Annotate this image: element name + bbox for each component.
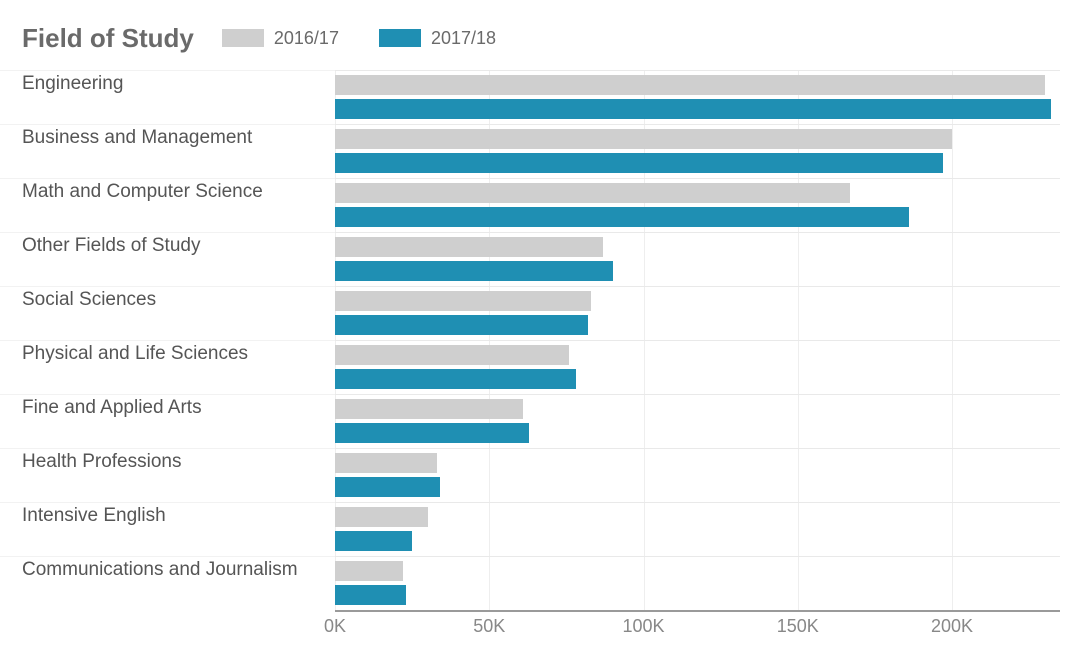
legend-label-2016-17: 2016/17 xyxy=(274,28,339,49)
bars-cell xyxy=(335,232,1060,286)
bar-y2017_18 xyxy=(335,531,412,551)
chart-header: Field of Study 2016/17 2017/18 xyxy=(0,18,1080,58)
x-tick-label: 0K xyxy=(324,616,346,637)
table-row: Math and Computer Science xyxy=(0,178,1060,232)
table-row: Business and Management xyxy=(0,124,1060,178)
table-row: Physical and Life Sciences xyxy=(0,340,1060,394)
bar-y2016_17 xyxy=(335,75,1045,95)
category-label: Fine and Applied Arts xyxy=(0,394,335,448)
legend-item-2017-18: 2017/18 xyxy=(379,28,496,49)
x-axis-tick-labels: 0K50K100K150K200K xyxy=(335,612,1060,636)
bars-cell xyxy=(335,286,1060,340)
bar-y2017_18 xyxy=(335,207,909,227)
category-label: Physical and Life Sciences xyxy=(0,340,335,394)
table-row: Social Sciences xyxy=(0,286,1060,340)
x-tick-label: 50K xyxy=(473,616,505,637)
x-tick-label: 100K xyxy=(622,616,664,637)
bars-cell xyxy=(335,178,1060,232)
chart-legend: 2016/17 2017/18 xyxy=(222,28,496,49)
x-tick-label: 150K xyxy=(777,616,819,637)
category-label: Other Fields of Study xyxy=(0,232,335,286)
bar-y2017_18 xyxy=(335,261,613,281)
bar-y2016_17 xyxy=(335,345,569,365)
legend-swatch-2017-18 xyxy=(379,29,421,47)
bar-y2016_17 xyxy=(335,237,603,257)
field-of-study-chart: Field of Study 2016/17 2017/18 Engineeri… xyxy=(0,0,1080,659)
legend-item-2016-17: 2016/17 xyxy=(222,28,339,49)
bar-y2016_17 xyxy=(335,453,437,473)
bar-y2017_18 xyxy=(335,477,440,497)
category-label: Engineering xyxy=(0,70,335,124)
bar-y2017_18 xyxy=(335,423,529,443)
category-label: Social Sciences xyxy=(0,286,335,340)
chart-title: Field of Study xyxy=(22,23,194,54)
category-label: Math and Computer Science xyxy=(0,178,335,232)
category-label: Intensive English xyxy=(0,502,335,556)
bar-y2016_17 xyxy=(335,561,403,581)
bars-cell xyxy=(335,502,1060,556)
table-row: Intensive English xyxy=(0,502,1060,556)
bar-y2017_18 xyxy=(335,99,1051,119)
bar-y2016_17 xyxy=(335,183,850,203)
bar-y2017_18 xyxy=(335,369,576,389)
category-label: Health Professions xyxy=(0,448,335,502)
x-tick-label: 200K xyxy=(931,616,973,637)
table-row: Engineering xyxy=(0,70,1060,124)
bar-y2017_18 xyxy=(335,585,406,605)
category-label: Communications and Journalism xyxy=(0,556,335,610)
bar-y2016_17 xyxy=(335,507,428,527)
table-row: Fine and Applied Arts xyxy=(0,394,1060,448)
bars-cell xyxy=(335,448,1060,502)
bars-cell xyxy=(335,340,1060,394)
bars-cell xyxy=(335,70,1060,124)
legend-swatch-2016-17 xyxy=(222,29,264,47)
bar-y2017_18 xyxy=(335,315,588,335)
bars-cell xyxy=(335,394,1060,448)
bar-y2017_18 xyxy=(335,153,943,173)
legend-label-2017-18: 2017/18 xyxy=(431,28,496,49)
table-row: Communications and Journalism xyxy=(0,556,1060,610)
bar-y2016_17 xyxy=(335,399,523,419)
bar-y2016_17 xyxy=(335,291,591,311)
bars-cell xyxy=(335,556,1060,610)
bar-y2016_17 xyxy=(335,129,952,149)
table-row: Other Fields of Study xyxy=(0,232,1060,286)
category-label: Business and Management xyxy=(0,124,335,178)
bars-cell xyxy=(335,124,1060,178)
table-row: Health Professions xyxy=(0,448,1060,502)
chart-rows: EngineeringBusiness and ManagementMath a… xyxy=(0,70,1060,610)
